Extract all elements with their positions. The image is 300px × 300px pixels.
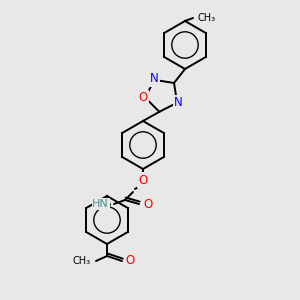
Text: O: O	[139, 91, 148, 104]
Text: O: O	[125, 254, 134, 268]
Text: HN: HN	[92, 199, 109, 209]
Text: N: N	[150, 72, 159, 86]
Text: O: O	[143, 197, 152, 211]
Text: CH₃: CH₃	[73, 256, 91, 266]
Text: O: O	[138, 173, 148, 187]
Text: N: N	[174, 96, 182, 109]
Text: CH₃: CH₃	[197, 13, 215, 23]
